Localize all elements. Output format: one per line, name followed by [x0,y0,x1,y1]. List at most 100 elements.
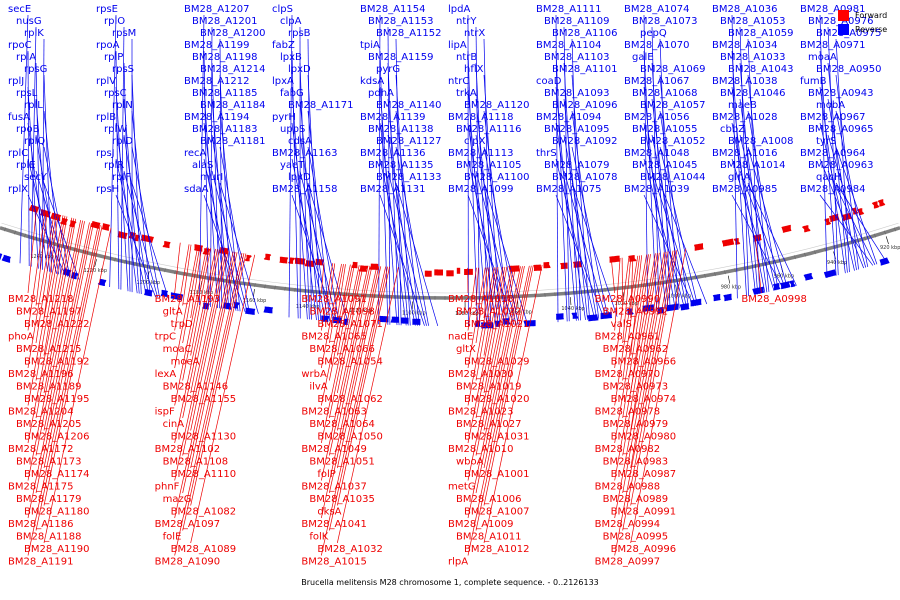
reverse-leader-line [35,170,69,277]
reverse-gene-label: rplK [24,28,44,39]
reverse-gene-label: pepQ [640,28,667,39]
reverse-gene-label: rpsS [112,64,134,75]
reverse-gene-label: hflX [464,64,484,75]
reverse-gene-label: BM28_A1074 [624,4,690,15]
reverse-gene-label: BM28_A0965 [808,124,874,135]
minor-tick [164,268,166,273]
reverse-gene-label: BM28_A1046 [720,88,786,99]
reverse-gene-label: qacH [816,172,842,183]
reverse-gene-label: rpsM [112,28,136,39]
minor-tick [214,277,216,282]
backbone-inner-line [1,222,899,294]
minor-tick [644,283,646,288]
forward-leader-line [320,263,334,331]
forward-leader-line [174,242,181,294]
forward-leader-line [174,248,216,444]
forward-gene-label: BM28_A1204 [8,407,74,418]
reverse-gene-label: BM28_A1059 [728,28,794,39]
reverse-gene-label: BM28_A1201 [192,16,258,27]
legend-item-reverse: Reverse [838,22,887,36]
forward-gene-label: BM28_A1190 [24,544,90,555]
reverse-leader-line [483,146,519,325]
forward-gene-label: BM28_A0961 [595,332,661,343]
reverse-gene-label: BM28_A1056 [624,112,690,123]
reverse-gene-label: BM28_A1055 [632,124,698,135]
reverse-leader-line [27,86,39,269]
reverse-leader-line [827,170,876,265]
reverse-gene-label: ntrC [448,76,469,87]
forward-gene [263,253,272,261]
reverse-gene-label: rplL [24,100,43,111]
reverse-leader-line [291,158,327,321]
reverse-gene-label: BM28_A1185 [192,88,258,99]
minor-tick [144,264,146,269]
forward-leader-line [630,252,660,431]
forward-gene [279,256,289,264]
forward-leader-line [27,222,90,519]
forward-gene-label: wboA [456,457,484,468]
forward-leader-line [35,218,75,419]
reverse-gene-label: pdhA [368,88,394,99]
forward-leader-line [27,212,55,369]
reverse-gene-label: BM28_A1093 [544,88,610,99]
forward-leader-line [328,263,336,306]
reverse-gene-label: sdaA [184,184,209,195]
forward-gene-label: BM28_A1006 [456,494,522,505]
forward-leader-line [43,221,85,431]
minor-tick [674,278,676,283]
forward-leader-line [320,265,360,444]
reverse-gene-label: galE [632,52,654,63]
forward-leader-line [43,218,77,394]
forward-gene [244,254,252,262]
reverse-gene-label: rpoB [16,124,40,135]
reverse-gene-label: thrS [536,148,557,159]
reverse-gene-label: BM28_A1095 [544,124,610,135]
reverse-leader-line [659,38,671,310]
forward-gene-label: BM28_A1180 [24,507,90,518]
forward-gene-label: ilvA [309,382,327,393]
forward-leader-line [174,247,208,406]
reverse-leader-line [395,182,439,327]
reverse-leader-line [731,158,775,291]
reverse-gene [803,273,814,281]
forward-leader-line [43,223,94,469]
reverse-leader-line [835,110,869,267]
forward-gene-label: BM28_A0998 [741,294,807,305]
tick-label: 1000 kbp [668,294,692,300]
forward-gene-label: BM28_A1205 [16,419,82,430]
reverse-leader-line [827,134,867,268]
reverse-gene [1,254,11,263]
forward-leader-line [630,251,669,469]
forward-leader-line [174,250,225,481]
forward-leader-line [336,265,373,431]
forward-leader-line [614,255,639,406]
reverse-gene-label: BM28_A1044 [640,172,706,183]
forward-leader-line [190,252,238,469]
forward-gene-label: BM28_A1012 [464,544,530,555]
reverse-gene-label: BM28_A1113 [448,148,514,159]
forward-gene [508,265,520,272]
reverse-leader-line [115,86,129,292]
forward-leader-line [320,264,351,406]
reverse-gene-label: BM28_A0964 [800,148,866,159]
reverse-gene-label: BM28_A1028 [712,112,778,123]
forward-leader-line [467,267,486,369]
forward-leader-line [475,266,523,494]
reverse-leader-line [571,110,600,319]
reverse-gene-label: lipA [448,40,467,51]
minor-tick [894,227,896,232]
forward-gene-label: BM28_A0991 [611,507,677,518]
forward-leader-line [475,266,506,419]
forward-leader-line [174,244,190,331]
forward-leader-line [35,215,66,381]
forward-leader-line [27,220,81,481]
reverse-gene-label: BM28_A1067 [624,76,690,87]
reverse-gene-label: lpxA [272,76,294,87]
minor-tick [804,252,806,257]
reverse-gene-label: BM28_A1212 [184,76,250,87]
reverse-leader-line [827,26,839,276]
forward-gene-label: BM28_A1191 [8,557,74,568]
reverse-gene-label: BM28_A1053 [720,16,786,27]
forward-gene [314,258,325,266]
reverse-gene-label: rplJ [8,76,24,87]
